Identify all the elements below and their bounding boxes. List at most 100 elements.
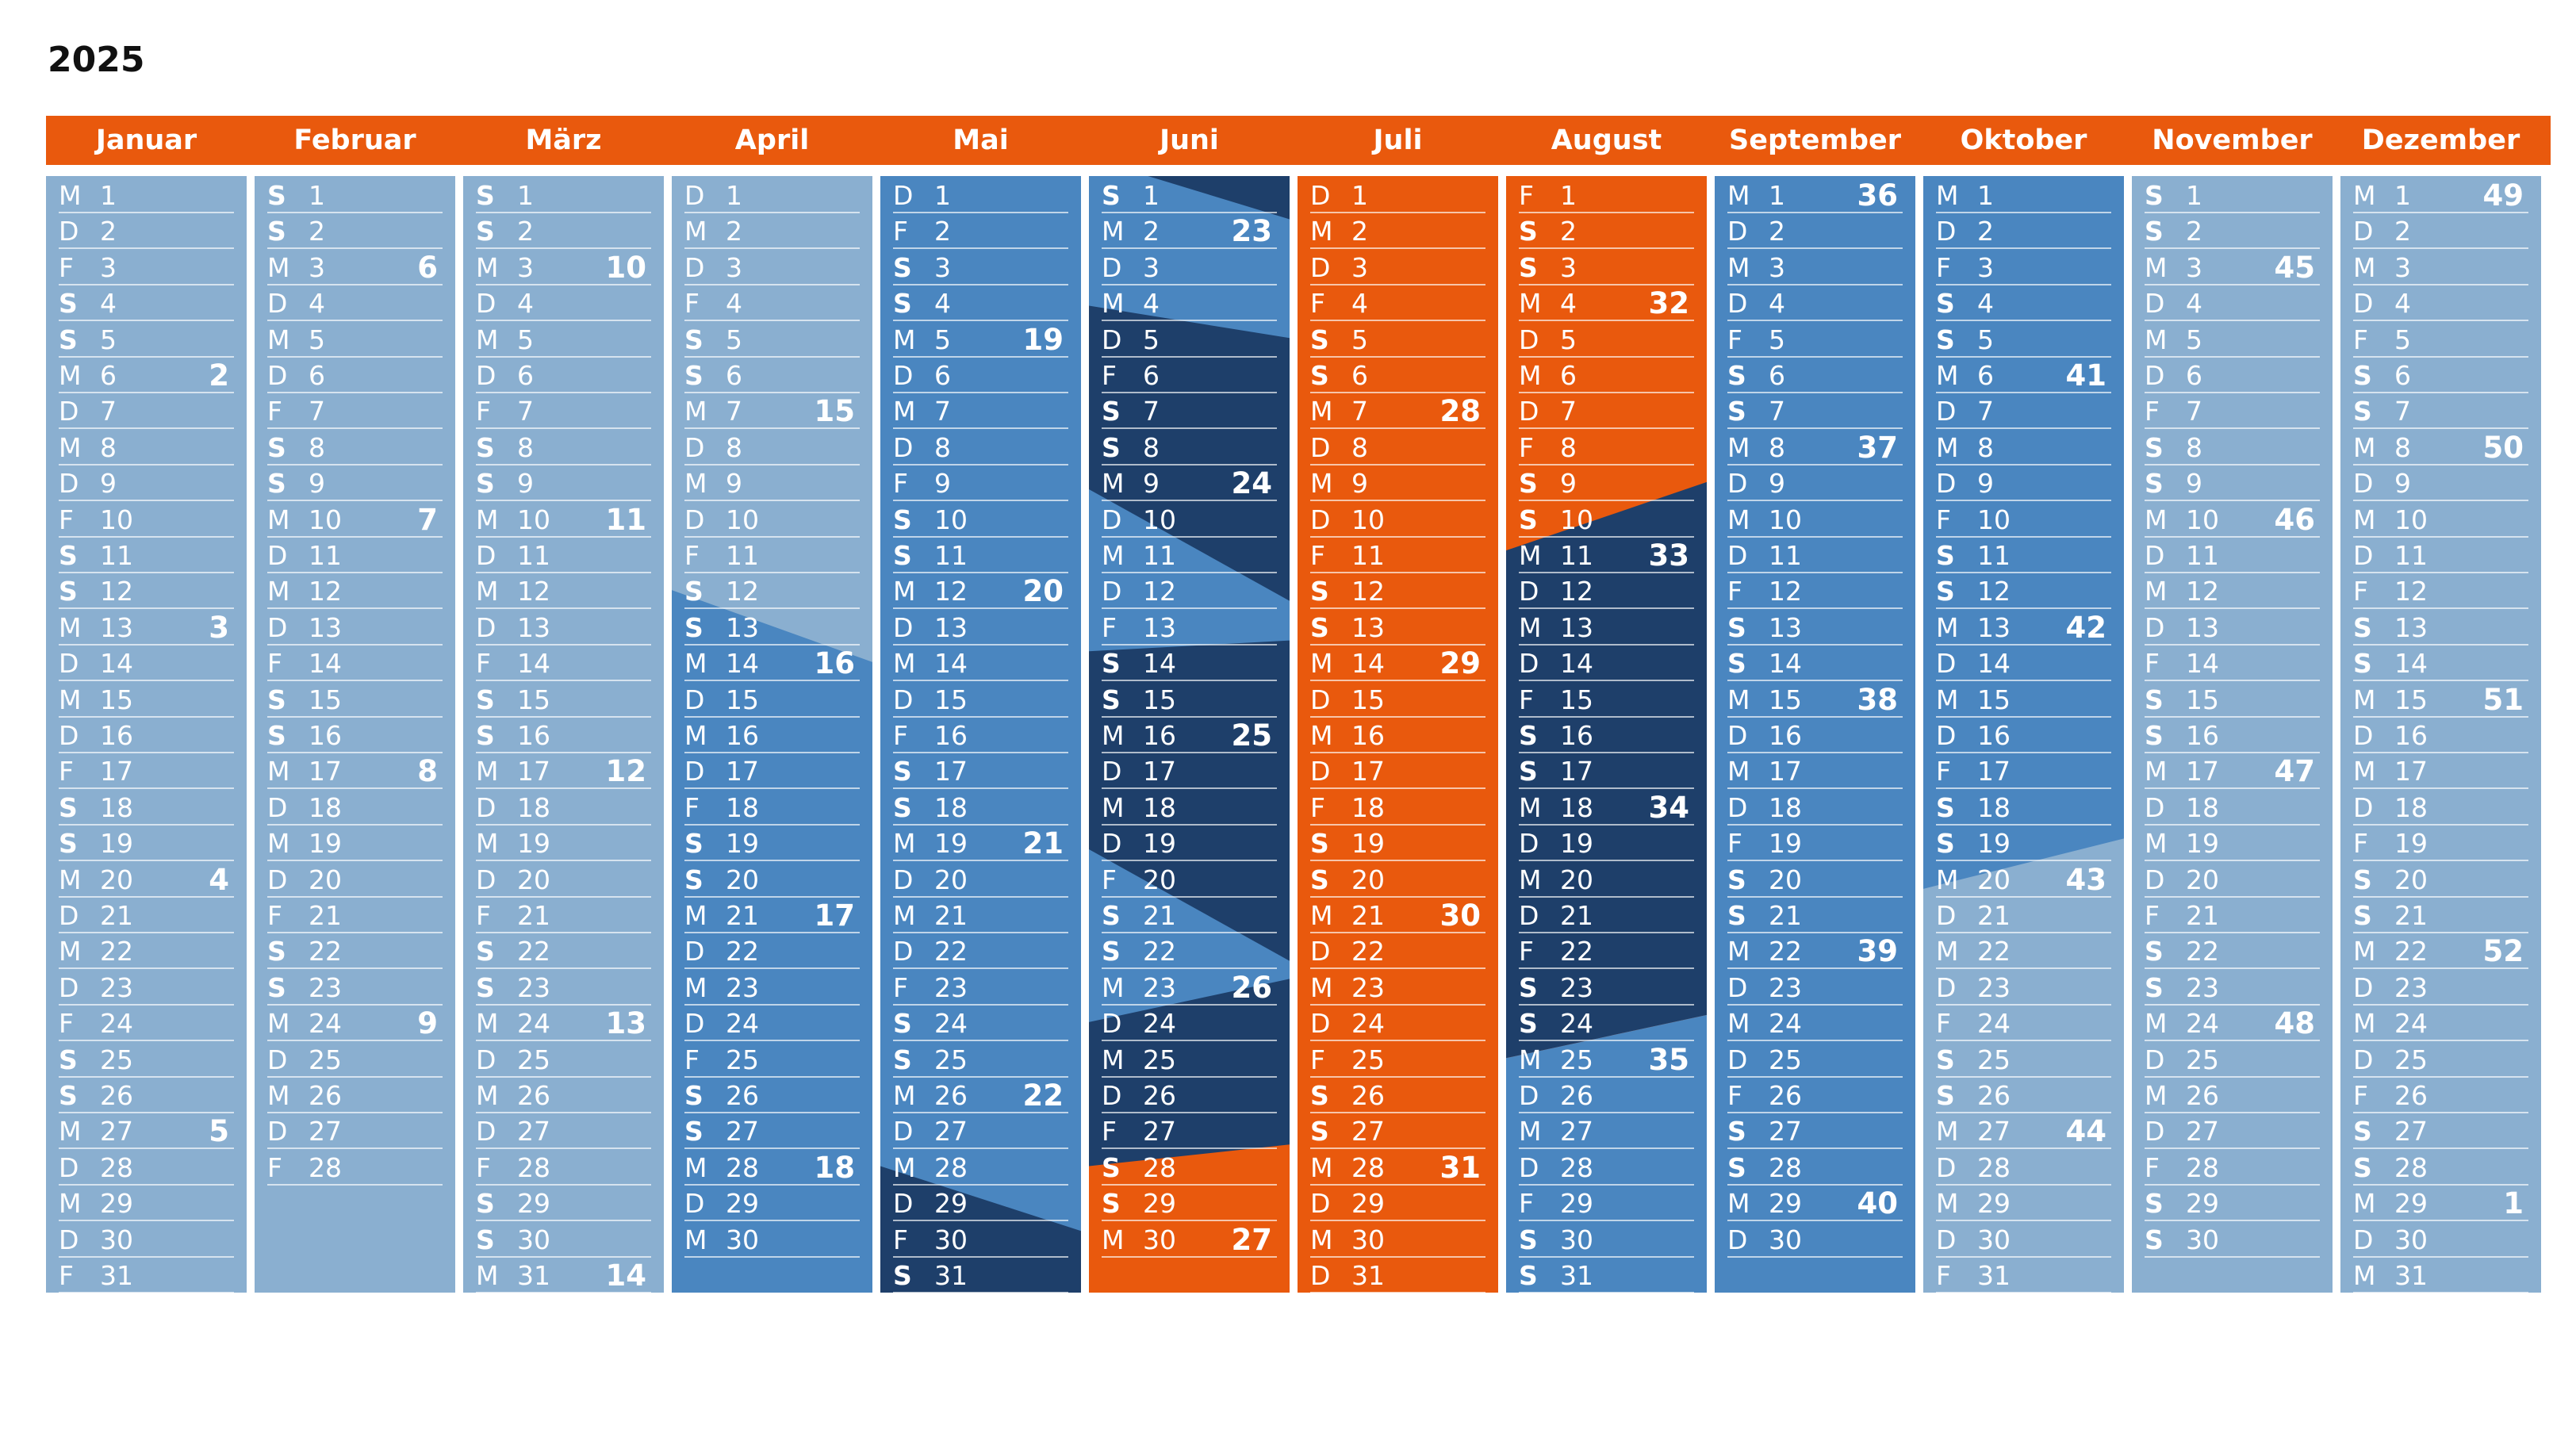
day-row: M 16	[1310, 718, 1485, 753]
weekday-letter: M	[1519, 791, 1542, 823]
day-number: 19	[1351, 828, 1385, 860]
day-number: 19	[2394, 828, 2428, 860]
day-row: M 20	[1519, 862, 1694, 898]
weekday-letter: M	[893, 324, 916, 355]
day-number: 25	[1769, 1044, 1802, 1075]
day-row: S 18	[59, 790, 234, 826]
weekday-letter: S	[684, 360, 703, 391]
weekday-letter: S	[1519, 971, 1538, 1003]
day-row: S 30	[476, 1222, 651, 1258]
day-number: 27	[1351, 1116, 1385, 1147]
day-number: 2	[2394, 216, 2411, 247]
week-number: 38	[1857, 682, 1899, 717]
day-row: S 19	[1310, 826, 1485, 862]
day-row: M 24 48	[2145, 1006, 2320, 1042]
weekday-letter: D	[2353, 1224, 2374, 1255]
day-number: 8	[1560, 431, 1577, 463]
month-background	[1089, 176, 1290, 1293]
day-number: 24	[2394, 1008, 2428, 1040]
day-row: F 18	[684, 790, 860, 826]
day-row: D 24	[1310, 1006, 1485, 1042]
weekday-letter: S	[267, 684, 286, 715]
week-number: 22	[1022, 1078, 1064, 1113]
day-number: 21	[1977, 900, 2011, 931]
day-row: F 23	[893, 970, 1068, 1006]
day-row: M 13 3	[59, 610, 234, 646]
background-band-2	[672, 590, 872, 1293]
day-number: 26	[1351, 1080, 1385, 1111]
weekday-letter: M	[893, 828, 916, 860]
weekday-letter: F	[267, 1151, 282, 1183]
day-row: D 23	[2353, 970, 2528, 1006]
day-row: S 27	[684, 1113, 860, 1150]
day-number: 2	[517, 216, 534, 247]
weekday-letter: D	[1310, 504, 1331, 535]
day-number: 17	[1977, 756, 2011, 787]
day-row: S 28	[1102, 1150, 1277, 1186]
weekday-letter: D	[1310, 936, 1331, 967]
day-number: 2	[1351, 216, 1368, 247]
day-number: 31	[1351, 1260, 1385, 1291]
day-number: 12	[934, 576, 968, 607]
weekday-letter: S	[2145, 971, 2164, 1003]
day-number: 29	[1769, 1188, 1802, 1220]
day-number: 30	[1769, 1224, 1802, 1255]
day-row: M 24 9	[267, 1006, 443, 1042]
weekday-letter: D	[59, 468, 79, 500]
weekday-letter: S	[2353, 1151, 2372, 1183]
day-number: 18	[2186, 791, 2219, 823]
day-number: 4	[1977, 288, 1994, 320]
weekday-letter: F	[893, 468, 908, 500]
day-number: 7	[2186, 396, 2202, 427]
day-number: 28	[309, 1151, 342, 1183]
weekday-letter: S	[59, 1080, 78, 1111]
weekday-letter: M	[1727, 1008, 1750, 1040]
weekday-letter: D	[476, 611, 496, 643]
weekday-letter: S	[476, 936, 495, 967]
weekday-letter: S	[1310, 864, 1329, 895]
weekday-letter: D	[1519, 900, 1539, 931]
day-number: 5	[1143, 324, 1160, 355]
weekday-letter: F	[1310, 288, 1325, 320]
day-row: F 26	[1727, 1078, 1903, 1113]
day-number: 30	[2186, 1224, 2219, 1255]
weekday-letter: S	[684, 576, 703, 607]
day-row: F 21	[267, 898, 443, 933]
day-number: 1	[1560, 180, 1577, 211]
day-number: 23	[726, 971, 759, 1003]
day-number: 22	[1769, 936, 1802, 967]
weekday-letter: D	[1936, 216, 1957, 247]
day-row: S 14	[2353, 646, 2528, 682]
weekday-letter: F	[1936, 504, 1951, 535]
week-number: 32	[1648, 286, 1690, 321]
week-number: 20	[1022, 574, 1064, 609]
day-row: F 17	[1936, 753, 2111, 790]
day-number: 23	[100, 971, 133, 1003]
day-number: 11	[1769, 540, 1802, 571]
weekday-letter: M	[476, 576, 499, 607]
week-number: 50	[2482, 430, 2524, 465]
weekday-letter: M	[476, 1080, 499, 1111]
weekday-letter: D	[1936, 1151, 1957, 1183]
weekday-letter: F	[476, 900, 491, 931]
day-number: 2	[726, 216, 742, 247]
background-band-2	[880, 1166, 1081, 1293]
week-number: 19	[1022, 322, 1064, 357]
day-row: F 30	[893, 1222, 1068, 1258]
day-row: F 12	[1727, 573, 1903, 610]
day-row: D 18	[267, 790, 443, 826]
day-row: D 19	[1519, 826, 1694, 862]
day-number: 12	[517, 576, 550, 607]
weekday-letter: F	[684, 288, 700, 320]
weekday-letter: S	[684, 1116, 703, 1147]
day-row: M 29	[59, 1186, 234, 1222]
weekday-letter: S	[2353, 1116, 2372, 1147]
